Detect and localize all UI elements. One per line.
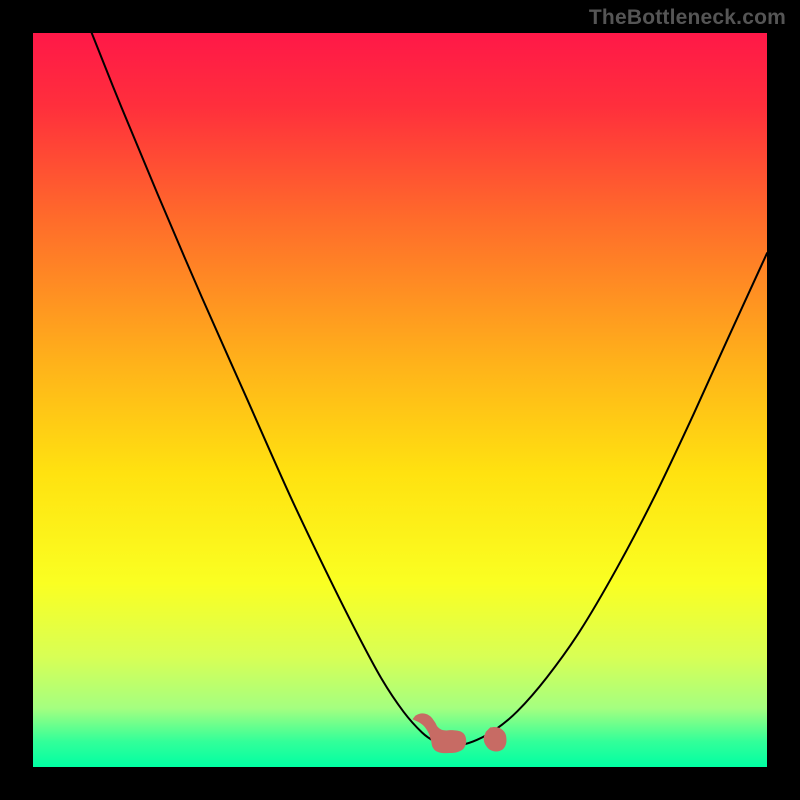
chart-background (33, 33, 767, 767)
chart-container: TheBottleneck.com (0, 0, 800, 800)
watermark-text: TheBottleneck.com (589, 6, 786, 30)
bottleneck-curve-chart (0, 0, 800, 800)
